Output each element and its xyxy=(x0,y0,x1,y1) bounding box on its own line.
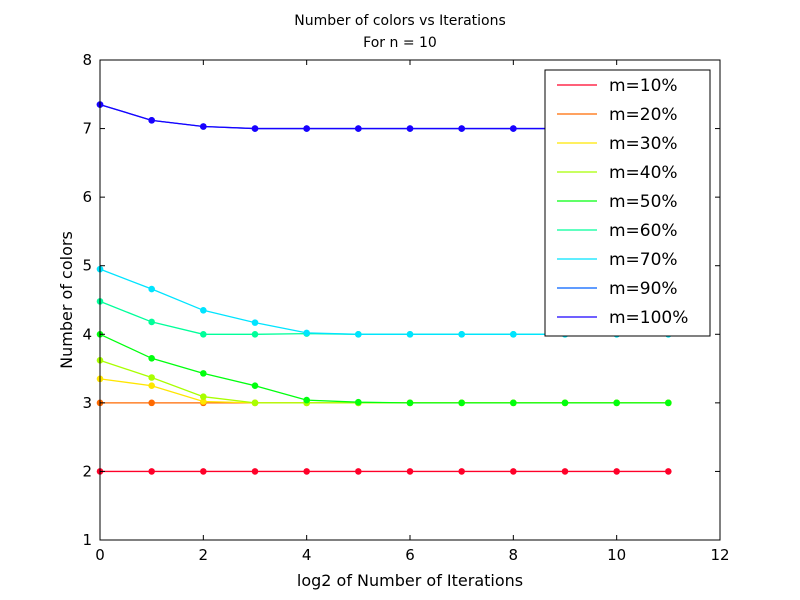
series-point xyxy=(510,330,517,338)
legend-entry: m=70% xyxy=(609,250,678,270)
series-point xyxy=(200,468,207,475)
chart-subtitle: For n = 10 xyxy=(363,35,437,51)
x-tick-label: 6 xyxy=(405,546,415,564)
series-point xyxy=(406,125,414,132)
y-tick-label: 1 xyxy=(82,531,92,549)
series-point xyxy=(510,468,517,475)
x-tick-label: 4 xyxy=(302,546,312,564)
series-point xyxy=(613,468,620,475)
series-point xyxy=(303,125,310,132)
series-point xyxy=(148,117,155,124)
x-tick-label: 12 xyxy=(710,546,729,564)
series-point xyxy=(665,399,672,407)
x-axis-label: log2 of Number of Iterations xyxy=(297,571,523,590)
series-point xyxy=(458,125,465,132)
x-tick-label: 8 xyxy=(509,546,519,564)
series-point xyxy=(200,393,207,400)
y-tick-label: 7 xyxy=(82,120,92,138)
series-point xyxy=(200,370,207,377)
series-point xyxy=(303,329,310,337)
series-point xyxy=(148,382,155,390)
series-point xyxy=(303,396,310,404)
series-point xyxy=(406,330,414,338)
series-point xyxy=(200,306,207,314)
series-point xyxy=(251,330,259,338)
series-point xyxy=(251,468,259,475)
y-tick-label: 4 xyxy=(82,325,92,343)
series-point xyxy=(148,468,155,475)
series-point xyxy=(251,319,259,326)
x-tick-label: 10 xyxy=(607,546,626,564)
legend: m=10% m=20% m=30% m=40% m=50% m=60% m=70% m=90%… xyxy=(544,69,711,337)
y-tick-label: 8 xyxy=(82,51,92,69)
legend-entry: m=90% xyxy=(609,279,678,299)
series-point xyxy=(406,399,414,407)
series-point xyxy=(200,398,207,405)
y-tick-label: 5 xyxy=(82,257,92,275)
series-point xyxy=(613,399,620,407)
series-point xyxy=(458,399,465,407)
series-point xyxy=(251,125,259,132)
legend-entry: m=50% xyxy=(609,192,678,212)
y-axis-label: Number of colors xyxy=(57,231,76,369)
series-point xyxy=(251,382,259,390)
legend-entry: m=10% xyxy=(609,76,678,96)
y-tick-label: 6 xyxy=(82,188,92,206)
series-point xyxy=(148,318,155,326)
series-point xyxy=(561,468,569,475)
legend-entry: m=30% xyxy=(609,134,678,154)
legend-entry: m=40% xyxy=(609,163,678,183)
series-point xyxy=(200,330,207,338)
legend-entry: m=100% xyxy=(609,308,688,328)
series-point xyxy=(458,330,465,338)
series-point xyxy=(148,399,155,407)
series-point xyxy=(510,125,517,132)
series-point xyxy=(406,468,414,475)
series-point xyxy=(355,398,362,406)
series-point xyxy=(148,354,155,362)
series-point xyxy=(148,374,155,381)
series-line-4 xyxy=(99,333,669,404)
series-point xyxy=(458,468,465,475)
legend-entry: m=20% xyxy=(609,105,678,125)
series-point xyxy=(665,468,672,475)
series-point xyxy=(355,125,362,132)
series-point xyxy=(251,399,259,407)
y-tick-label: 2 xyxy=(82,462,92,480)
x-tick-label: 2 xyxy=(199,546,209,564)
y-tick-label: 3 xyxy=(82,394,92,412)
series-point xyxy=(510,399,517,407)
x-tick-label: 0 xyxy=(95,546,105,564)
series-point xyxy=(355,468,362,475)
series-point xyxy=(200,123,207,130)
series-point xyxy=(303,468,310,475)
series-point xyxy=(561,399,569,407)
series-point xyxy=(148,285,155,293)
legend-entry: m=60% xyxy=(609,221,678,241)
series-point xyxy=(355,330,362,338)
chart-title: Number of colors vs Iterations xyxy=(294,13,506,29)
